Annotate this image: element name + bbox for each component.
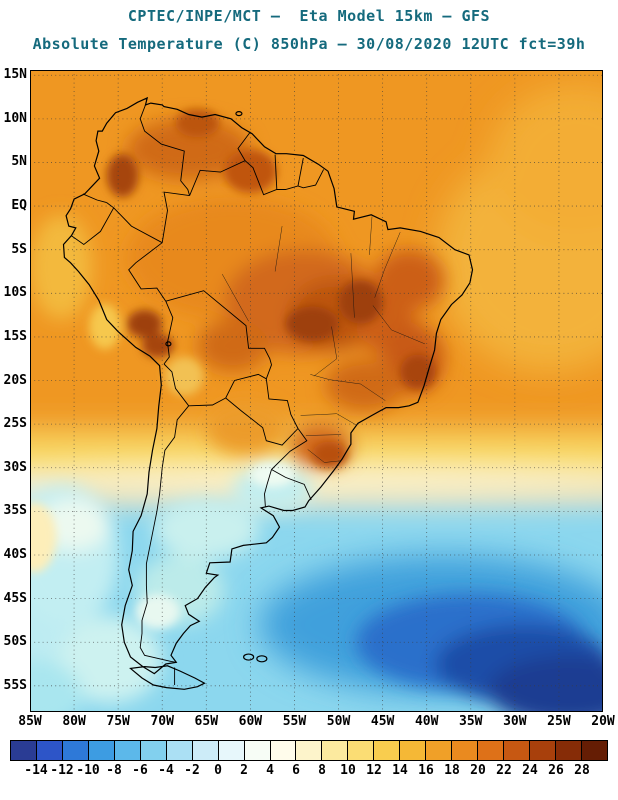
colorbar-tick-label: -6 [132, 763, 148, 778]
country-borders [71, 104, 325, 685]
colorbar-cell [426, 741, 453, 760]
temperature-field [30, 70, 603, 712]
south-america-temperature-map [29, 70, 604, 712]
colorbar-tick-label: 2 [240, 763, 248, 778]
lat-tick-label: 20S [3, 372, 27, 388]
lat-tick-label: 15N [3, 67, 27, 83]
lat-tick-label: 10N [3, 110, 27, 126]
lon-tick-label: 65W [194, 714, 219, 729]
colorbar-tick-label: 16 [418, 763, 434, 778]
colorbar-tick-label: -10 [76, 763, 100, 778]
colorbar-tick-label: 0 [214, 763, 222, 778]
colorbar-cell [400, 741, 427, 760]
chart-title-line1: CPTEC/INPE/MCT – Eta Model 15km – GFS [127, 7, 491, 25]
lat-tick-label: 25S [3, 416, 27, 432]
lat-tick-label: 5N [11, 154, 27, 170]
lat-tick-label: 5S [11, 241, 27, 257]
colorbar-tick-label: -2 [184, 763, 200, 778]
colorbar-cell [114, 741, 141, 760]
colorbar-cell [530, 741, 557, 760]
lat-tick-label: 55S [3, 677, 27, 693]
colorbar-tick-label: -14 [24, 763, 48, 778]
lon-tick-label: 45W [370, 714, 395, 729]
colorbar-cell [504, 741, 531, 760]
lat-tick-label: 45S [3, 590, 27, 606]
lon-tick-label: 25W [547, 714, 571, 729]
colorbar [10, 740, 608, 761]
lat-tick-label: 35S [3, 503, 27, 519]
colorbar-tick-label: 18 [444, 763, 460, 778]
lon-tick-label: 50W [326, 714, 351, 729]
lon-tick-label: 85W [18, 714, 42, 729]
colorbar-cell [270, 741, 297, 760]
plot-border [30, 70, 603, 712]
lat-tick-label: 40S [3, 546, 27, 562]
map-plot-area [29, 70, 604, 712]
lon-tick-label: 75W [106, 714, 130, 729]
colorbar-cell [244, 741, 271, 760]
lon-tick-label: 80W [62, 714, 86, 729]
falkland-west-island [243, 653, 255, 661]
trinidad-island [235, 111, 243, 117]
lat-tick-label: EQ [11, 198, 27, 214]
grid-lines [29, 70, 604, 712]
lon-tick-label: 20W [591, 714, 615, 729]
colorbar-tick-label: 12 [366, 763, 382, 778]
colorbar-tick-label: 14 [392, 763, 408, 778]
colorbar-tick-label: 4 [266, 763, 274, 778]
colorbar-tick-label: 28 [574, 763, 590, 778]
colorbar-tick-label: -12 [50, 763, 74, 778]
lon-tick-label: 70W [150, 714, 174, 729]
colorbar-labels: -14 -12 -10 -8 -6 -4 -2 0 2 4 6 8 10 12 14 16 18 20 22 24 26… [10, 763, 608, 779]
colorbar-cell [62, 741, 89, 760]
colorbar-cell [478, 741, 505, 760]
colorbar-cell [11, 741, 37, 760]
colorbar-tick-label: 22 [496, 763, 512, 778]
colorbar-tick-label: 24 [522, 763, 538, 778]
colorbar-cell [166, 741, 193, 760]
colorbar-cell [140, 741, 167, 760]
lat-tick-label: 30S [3, 459, 27, 475]
lon-tick-label: 60W [238, 714, 263, 729]
colorbar-cell [374, 741, 401, 760]
lon-tick-label: 30W [503, 714, 527, 729]
lat-tick-label: 10S [3, 285, 27, 301]
lat-tick-label: 15S [3, 328, 27, 344]
coastlines [62, 96, 474, 690]
colorbar-cell [348, 741, 375, 760]
lat-tick-label: 50S [3, 634, 27, 650]
lon-tick-label: 40W [414, 714, 439, 729]
lake-titicaca [165, 341, 172, 347]
colorbar-tick-label: 26 [548, 763, 564, 778]
colorbar-tick-label: -8 [106, 763, 122, 778]
falkland-east-island [256, 655, 268, 663]
colorbar-cell [192, 741, 219, 760]
colorbar-tick-label: 20 [470, 763, 486, 778]
lon-tick-label: 35W [459, 714, 483, 729]
colorbar-tick-label: 10 [340, 763, 356, 778]
colorbar-cell [88, 741, 115, 760]
colorbar-tick-label: 8 [318, 763, 326, 778]
state-borders [221, 216, 425, 463]
colorbar-tick-label: 6 [292, 763, 300, 778]
colorbar-cell [556, 741, 582, 760]
colorbar-cell [36, 741, 63, 760]
colorbar-cell [452, 741, 479, 760]
colorbar-tick-label: -4 [158, 763, 174, 778]
lon-tick-label: 55W [282, 714, 307, 729]
colorbar-cell [296, 741, 323, 760]
chart-title-line2: Absolute Temperature (C) 850hPa – 30/08/… [32, 35, 586, 53]
colorbar-cell [581, 741, 607, 760]
colorbar-cell [218, 741, 245, 760]
colorbar-cell [322, 741, 349, 760]
